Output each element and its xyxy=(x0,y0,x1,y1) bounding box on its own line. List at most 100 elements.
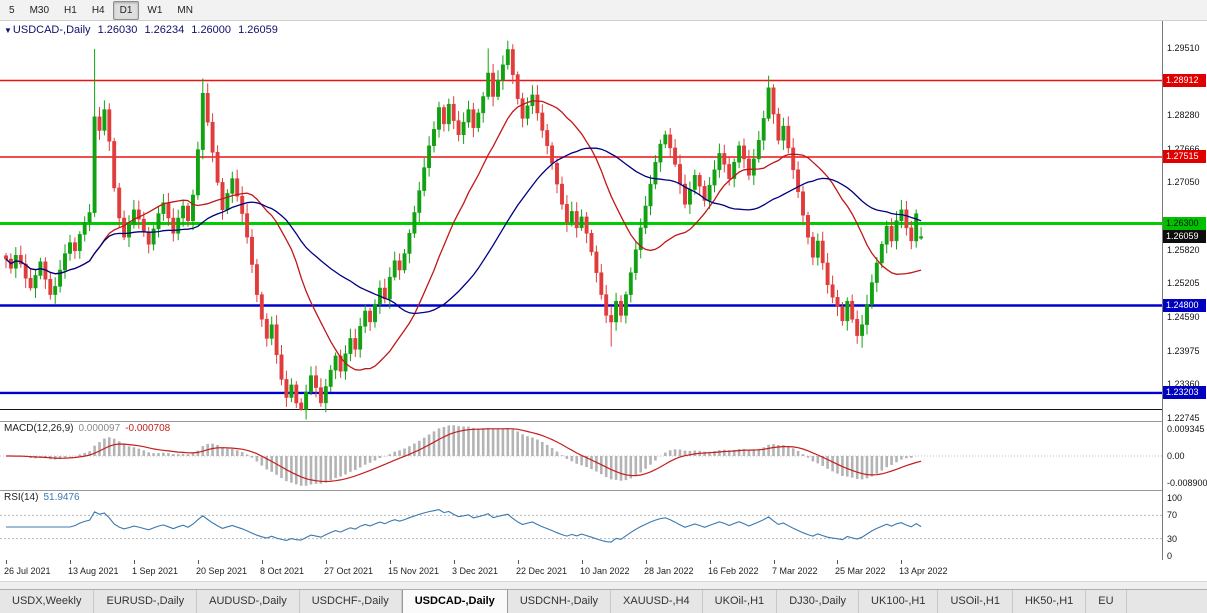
macd-axis-label: -0.008900 xyxy=(1167,478,1207,488)
time-axis[interactable]: 26 Jul 2021 13 Aug 2021 1 Sep 2021 20 Sep 2… xyxy=(0,560,1207,581)
time-tick xyxy=(70,560,71,564)
time-tick xyxy=(518,560,519,564)
symbol-tab-eu[interactable]: EU xyxy=(1086,590,1127,613)
time-tick xyxy=(901,560,902,564)
time-tick xyxy=(198,560,199,564)
price-axis-label: 1.25205 xyxy=(1167,278,1200,288)
price-axis-label: 1.27666 xyxy=(1167,144,1200,154)
level-price-badge: 1.23203 xyxy=(1163,386,1206,399)
time-axis-label: 28 Jan 2022 xyxy=(644,566,694,576)
symbol-tab-usdx-weekly[interactable]: USDX,Weekly xyxy=(0,590,95,613)
time-axis-label: 27 Oct 2021 xyxy=(324,566,374,576)
time-tick xyxy=(390,560,391,564)
timeframe-button-5[interactable]: 5 xyxy=(9,4,15,16)
macd-label-text: MACD(12,26,9) xyxy=(4,423,74,434)
ohlc-low: 1.26000 xyxy=(191,24,232,36)
chart-container: ▼USDCAD-,Daily 1.26030 1.26234 1.26000 1… xyxy=(0,21,1207,581)
macd-signal-value: -0.000708 xyxy=(125,423,171,434)
price-axis-label: 1.25820 xyxy=(1167,245,1200,255)
time-tick xyxy=(582,560,583,564)
chart-marker-icon: ▼ xyxy=(4,26,12,35)
timeframe-toolbar: 5 M30 H1 H4 D1 W1 MN xyxy=(0,0,1207,21)
symbol-tab-usoil-h1[interactable]: USOil-,H1 xyxy=(938,590,1013,613)
rsi-chart[interactable] xyxy=(0,490,1162,560)
price-axis-label: 1.23360 xyxy=(1167,379,1200,389)
current-price-badge: 1.26059 xyxy=(1163,230,1206,243)
timeframe-button-m30[interactable]: M30 xyxy=(29,4,50,16)
rsi-axis-label: 0 xyxy=(1167,551,1173,561)
rsi-value: 51.9476 xyxy=(43,492,80,503)
level-price-badge: 1.26300 xyxy=(1163,217,1206,230)
pane-separator xyxy=(0,421,1207,422)
scroll-strip xyxy=(0,581,1207,589)
time-axis-label: 3 Dec 2021 xyxy=(452,566,499,576)
level-price-badge: 1.24800 xyxy=(1163,299,1206,312)
price-axis-label: 1.29510 xyxy=(1167,43,1200,53)
time-axis-label: 16 Feb 2022 xyxy=(708,566,759,576)
time-axis-label: 26 Jul 2021 xyxy=(4,566,51,576)
macd-axis-label: 0.00 xyxy=(1167,451,1185,461)
time-axis-label: 7 Mar 2022 xyxy=(772,566,818,576)
rsi-label: RSI(14) 51.9476 xyxy=(4,492,85,503)
ohlc-close: 1.26059 xyxy=(238,24,278,36)
time-axis-label: 13 Apr 2022 xyxy=(899,566,948,576)
level-price-badge: 1.28912 xyxy=(1163,74,1206,87)
price-axis-label: 1.22745 xyxy=(1167,413,1200,423)
macd-axis-label: 0.009345 xyxy=(1167,424,1205,434)
symbol-tab-eurusd-daily[interactable]: EURUSD-,Daily xyxy=(94,590,198,613)
macd-pane: MACD(12,26,9) 0.000097 -0.000708 xyxy=(0,421,1162,490)
time-axis-label: 1 Sep 2021 xyxy=(132,566,179,576)
time-tick xyxy=(710,560,711,564)
timeframe-button-h4[interactable]: H4 xyxy=(91,4,105,16)
time-axis-label: 20 Sep 2021 xyxy=(196,566,248,576)
time-tick xyxy=(837,560,838,564)
time-tick xyxy=(646,560,647,564)
time-axis-label: 10 Jan 2022 xyxy=(580,566,630,576)
rsi-axis-label: 30 xyxy=(1167,534,1178,544)
macd-label: MACD(12,26,9) 0.000097 -0.000708 xyxy=(4,423,175,434)
rsi-axis-label: 100 xyxy=(1167,493,1183,503)
time-axis-label: 25 Mar 2022 xyxy=(835,566,886,576)
time-tick xyxy=(6,560,7,564)
time-axis-label: 13 Aug 2021 xyxy=(68,566,119,576)
time-tick xyxy=(454,560,455,564)
rsi-axis-label: 70 xyxy=(1167,510,1178,520)
chart-tab-bar: USDX,Weekly EURUSD-,Daily AUDUSD-,Daily USD… xyxy=(0,589,1207,613)
symbol-tab-usdcnh-daily[interactable]: USDCNH-,Daily xyxy=(508,590,612,613)
time-tick xyxy=(262,560,263,564)
chart-ohlc-header: ▼USDCAD-,Daily 1.26030 1.26234 1.26000 1… xyxy=(4,24,282,36)
price-axis-label: 1.28280 xyxy=(1167,110,1200,120)
ohlc-high: 1.26234 xyxy=(144,24,185,36)
timeframe-button-h1[interactable]: H1 xyxy=(64,4,77,16)
rsi-label-text: RSI(14) xyxy=(4,492,39,503)
time-tick xyxy=(774,560,775,564)
candlestick-chart[interactable] xyxy=(0,21,1162,421)
time-axis-label: 22 Dec 2021 xyxy=(516,566,568,576)
price-axis-label: 1.24590 xyxy=(1167,312,1200,322)
macd-chart[interactable] xyxy=(0,421,1162,490)
symbol-tab-hk50-h1[interactable]: HK50-,H1 xyxy=(1013,590,1087,613)
timeframe-button-w1[interactable]: W1 xyxy=(147,4,163,16)
time-tick xyxy=(326,560,327,564)
time-axis-label: 15 Nov 2021 xyxy=(388,566,440,576)
level-price-badge: 1.27515 xyxy=(1163,150,1206,163)
price-axis[interactable]: 1.29510 1.28280 1.27666 1.27050 1.25820 1.252… xyxy=(1162,21,1207,561)
timeframe-button-d1[interactable]: D1 xyxy=(112,0,140,20)
symbol-tab-ukoil-h1[interactable]: UKOil-,H1 xyxy=(703,590,778,613)
time-axis-label: 8 Oct 2021 xyxy=(260,566,305,576)
time-tick xyxy=(134,560,135,564)
main-pane: ▼USDCAD-,Daily 1.26030 1.26234 1.26000 1… xyxy=(0,21,1162,421)
symbol-tab-audusd-daily[interactable]: AUDUSD-,Daily xyxy=(197,590,300,613)
symbol-tab-xauusd-h4[interactable]: XAUUSD-,H4 xyxy=(611,590,703,613)
ohlc-open: 1.26030 xyxy=(97,24,138,36)
symbol-tab-uk100-h1[interactable]: UK100-,H1 xyxy=(859,590,939,613)
symbol-tab-usdchf-daily[interactable]: USDCHF-,Daily xyxy=(300,590,402,613)
chart-title: USDCAD-,Daily xyxy=(12,24,91,36)
macd-main-value: 0.000097 xyxy=(78,423,121,434)
rsi-pane: RSI(14) 51.9476 xyxy=(0,490,1162,560)
symbol-tab-dj30-daily[interactable]: DJ30-,Daily xyxy=(777,590,860,613)
price-axis-label: 1.27050 xyxy=(1167,177,1200,187)
timeframe-button-mn[interactable]: MN xyxy=(177,4,193,16)
symbol-tab-usdcad-daily[interactable]: USDCAD-,Daily xyxy=(401,590,508,613)
